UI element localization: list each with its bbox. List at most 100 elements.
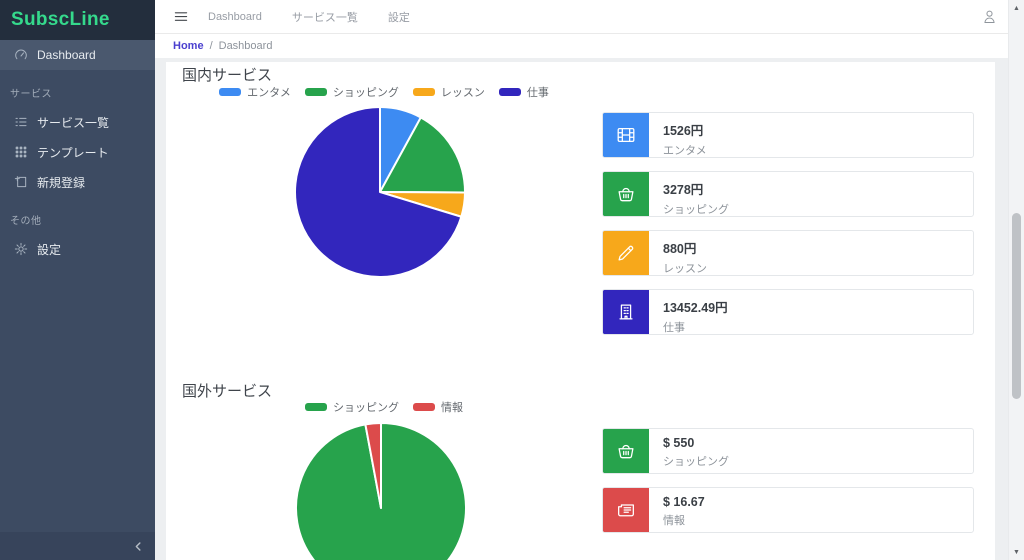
gear-icon: [13, 241, 29, 257]
scroll-thumb[interactable]: [1012, 213, 1021, 399]
sidebar-item-gear[interactable]: 設定: [0, 234, 155, 264]
summary-card: 13452.49円 仕事: [602, 289, 974, 335]
summary-card: 3278円ショッピング: [602, 171, 974, 217]
list-icon: [13, 114, 29, 130]
basket-icon: [615, 183, 637, 205]
sidebar-item-list[interactable]: サービス一覧: [0, 107, 155, 137]
sidebar-item-label: 設定: [37, 242, 62, 257]
card-value: 13452.49円: [663, 301, 728, 315]
file-plus-icon: [13, 174, 29, 190]
card-label: 情報: [663, 515, 685, 527]
card-body: $ 16.67 情報: [649, 488, 705, 532]
summary-card: 880円レッスン: [602, 230, 974, 276]
legend-label: エンタメ: [247, 87, 291, 99]
sidebar-item-label: Dashboard: [37, 48, 96, 62]
legend-item-0[interactable]: ショッピング: [305, 399, 399, 415]
card-body: 1526円エンタメ: [649, 113, 707, 157]
card-icon-box: [603, 488, 649, 532]
card-label: 仕事: [663, 322, 685, 334]
sidebar-nav: Dashboard サービスサービス一覧 テンプレート新規登録その他設定: [0, 40, 155, 264]
summary-card: $ 550 ショッピング: [602, 428, 974, 474]
legend-label: 情報: [441, 402, 463, 414]
grid-icon: [13, 144, 29, 160]
sidebar: SubscLine Dashboard サービスサービス一覧 テンプレート新規登録そ…: [0, 0, 155, 560]
sidebar-item-file-plus[interactable]: 新規登録: [0, 167, 155, 197]
breadcrumb-home-link[interactable]: Home: [173, 40, 204, 52]
sidebar-item-label: テンプレート: [37, 145, 109, 160]
breadcrumb-separator: /: [209, 40, 213, 52]
top-navbar: Dashboard サービス一覧 設定: [155, 0, 1008, 34]
legend-item-1[interactable]: 情報: [413, 399, 463, 415]
card-icon-box: [603, 290, 649, 334]
card-body: $ 550 ショッピング: [649, 429, 729, 473]
legend-label: レッスン: [440, 87, 485, 99]
legend-label: ショッピング: [333, 402, 399, 414]
breadcrumb-current: Dashboard: [218, 40, 273, 52]
pie-chart: [293, 420, 469, 560]
pie-slice-3[interactable]: [294, 106, 463, 278]
chart-section-1: 国外サービス ショッピング 情報 $ 550 ショッピング $ 16.67 情報: [166, 62, 995, 560]
pie-slice-1[interactable]: [379, 116, 467, 194]
dashboard-panel: 国内サービス エンタメ ショッピング レッスン 仕事 1526円 エンタメ 3278円 ショッピ…: [166, 62, 995, 560]
pencil-icon: [615, 242, 637, 264]
card-body: 13452.49円 仕事: [649, 290, 728, 334]
summary-card: 1526円エンタメ: [602, 112, 974, 158]
film-icon: [615, 124, 637, 146]
scroll-up-arrow[interactable]: ▲: [1013, 4, 1020, 12]
card-icon-box: [603, 429, 649, 473]
chart-section-0: 国内サービス エンタメ ショッピング レッスン 仕事 1526円 エンタメ 3278円 ショッピ…: [166, 62, 995, 560]
section-title: 国外サービス: [182, 383, 273, 400]
vertical-scrollbar[interactable]: ▲ ▼: [1008, 0, 1024, 560]
card-value: $ 550: [663, 436, 695, 450]
legend-item-1[interactable]: ショッピング: [304, 84, 399, 100]
card-icon-box: [603, 231, 649, 275]
card-label: ショッピング: [663, 456, 729, 468]
logo-bar: SubscLine: [0, 0, 155, 40]
summary-card: $ 16.67 情報: [602, 487, 974, 533]
pie-chart: [292, 104, 468, 280]
topnav-link-1[interactable]: サービス一覧: [291, 11, 358, 24]
legend-swatch: [304, 88, 327, 96]
legend-item-0[interactable]: エンタメ: [219, 84, 291, 100]
card-value: $ 16.67: [663, 495, 705, 509]
card-label: エンタメ: [663, 145, 707, 157]
chevron-left-icon: [132, 540, 145, 553]
card-value: 3278円: [663, 183, 704, 197]
card-icon-box: [603, 172, 649, 216]
gauge-icon: [13, 47, 29, 63]
newspaper-icon: [615, 499, 637, 521]
card-body: 880円レッスン: [649, 231, 707, 275]
app-logo[interactable]: SubscLine: [11, 9, 110, 30]
sidebar-section-header: サービス: [10, 89, 52, 100]
legend-item-2[interactable]: レッスン: [412, 84, 485, 100]
section-title: 国内サービス: [182, 67, 273, 84]
legend-label: ショッピング: [332, 87, 399, 99]
card-label: ショッピング: [663, 204, 729, 216]
card-value: 1526円: [663, 124, 704, 138]
card-value: 880円: [663, 242, 697, 256]
main-area: Dashboard サービス一覧 設定 Home / Dashboard 国内サービ…: [155, 0, 1008, 560]
legend-item-3[interactable]: 仕事: [498, 84, 549, 100]
legend-swatch: [305, 403, 327, 411]
sidebar-item-gauge[interactable]: Dashboard: [0, 40, 155, 70]
scroll-down-arrow[interactable]: ▼: [1013, 548, 1020, 556]
user-icon[interactable]: [981, 8, 998, 25]
sidebar-section-header: その他: [10, 216, 42, 227]
hamburger-menu-icon[interactable]: [172, 9, 190, 24]
sidebar-collapse-button[interactable]: [0, 532, 155, 560]
legend-swatch: [498, 88, 521, 96]
sidebar-item-label: サービス一覧: [37, 115, 110, 130]
topnav-link-0[interactable]: Dashboard: [208, 10, 262, 23]
card-label: レッスン: [663, 263, 707, 275]
legend-swatch: [412, 88, 435, 96]
pie-slice-1[interactable]: [364, 422, 382, 509]
chart-legend: ショッピング 情報: [166, 399, 602, 415]
legend-swatch: [219, 88, 242, 96]
content-area: 国内サービス エンタメ ショッピング レッスン 仕事 1526円 エンタメ 3278円 ショッピ…: [155, 58, 1008, 560]
basket-icon: [615, 440, 637, 462]
legend-label: 仕事: [526, 87, 549, 99]
sidebar-item-grid[interactable]: テンプレート: [0, 137, 155, 167]
summary-cards: 1526円エンタメ 3278円ショッピング 880円レッスン 13452.49円 仕事: [602, 62, 974, 560]
legend-swatch: [413, 403, 435, 411]
topnav-link-2[interactable]: 設定: [387, 11, 410, 24]
